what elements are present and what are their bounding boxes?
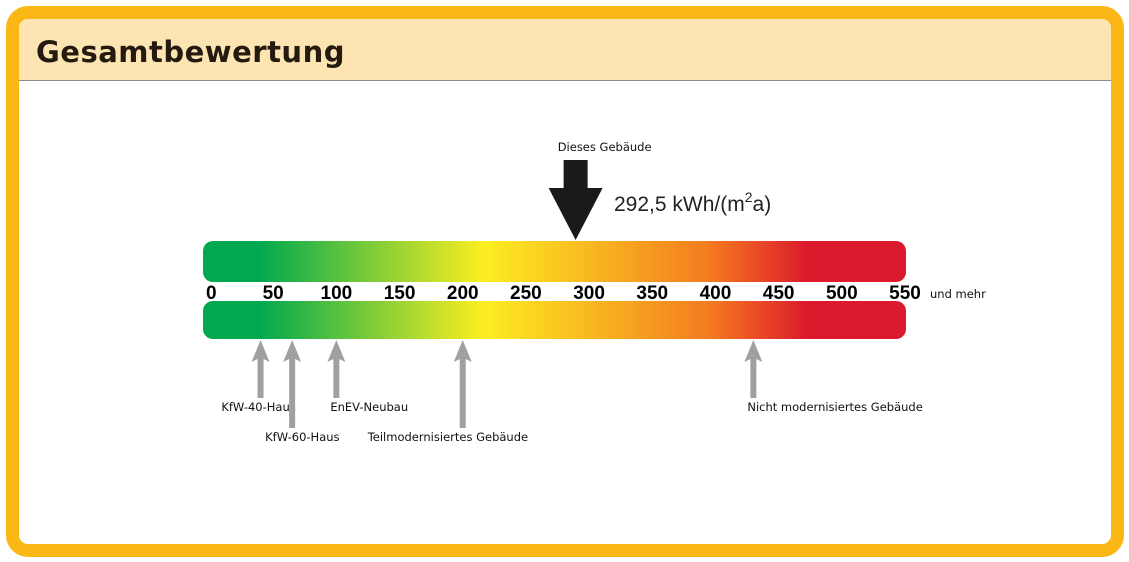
reference-marker: KfW-40-Haus xyxy=(221,340,296,414)
tick-label: 350 xyxy=(636,283,668,304)
tick-label: 150 xyxy=(384,283,416,304)
reference-marker: EnEV-Neubau xyxy=(327,340,408,414)
scale-bar-bottom xyxy=(203,301,906,339)
reference-arrow xyxy=(744,340,763,398)
reference-label: EnEV-Neubau xyxy=(330,400,408,414)
reference-arrow xyxy=(327,340,346,398)
tick-label: 500 xyxy=(826,283,858,304)
tick-label: 50 xyxy=(263,283,284,304)
pointer-value-sup: 2 xyxy=(745,189,753,205)
reference-marker: KfW-60-Haus xyxy=(265,340,340,444)
tick-labels: 0 50 100 150 200 250 300 350 400 450 500 550 xyxy=(206,283,921,304)
tick-label: 0 xyxy=(206,283,217,304)
panel-header: Gesamtbewertung xyxy=(19,19,1111,81)
reference-label: KfW-60-Haus xyxy=(265,430,339,444)
tick-label: 450 xyxy=(763,283,795,304)
reference-label: KfW-40-Haus xyxy=(221,400,295,414)
tick-label: 250 xyxy=(510,283,542,304)
tick-label: 300 xyxy=(573,283,605,304)
scale-bar-top xyxy=(203,241,906,282)
reference-arrow xyxy=(251,340,270,398)
tick-label: 400 xyxy=(700,283,732,304)
panel-title: Gesamtbewertung xyxy=(36,35,345,69)
reference-label: Teilmodernisiertes Gebäude xyxy=(367,430,528,444)
tick-label: 550 xyxy=(889,283,921,304)
reference-arrow xyxy=(453,340,472,428)
tick-suffix: und mehr xyxy=(930,287,986,301)
reference-arrow xyxy=(283,340,302,428)
scale-bar-gap xyxy=(200,282,910,301)
reference-marker: Nicht modernisiertes Gebäude xyxy=(744,340,923,414)
pointer-arrow xyxy=(548,160,603,240)
pointer-label: Dieses Gebäude xyxy=(558,140,652,154)
tick-label: 100 xyxy=(321,283,353,304)
pointer-value-text: 292,5 kWh/(m xyxy=(614,193,745,216)
reference-marker: Teilmodernisiertes Gebäude xyxy=(367,340,528,444)
pointer: Dieses Gebäude 292,5 kWh/(m2a) xyxy=(548,140,771,240)
tick-label: 200 xyxy=(447,283,479,304)
scale-bar xyxy=(200,241,910,339)
pointer-value-tail: a) xyxy=(753,193,772,216)
panel-frame: Gesamtbewertung xyxy=(6,6,1124,557)
reference-arrows: KfW-40-Haus KfW-60-Haus EnEV-Neubau Teilmod… xyxy=(221,340,923,444)
pointer-value: 292,5 kWh/(m2a) xyxy=(614,189,771,216)
reference-label: Nicht modernisiertes Gebäude xyxy=(747,400,922,414)
